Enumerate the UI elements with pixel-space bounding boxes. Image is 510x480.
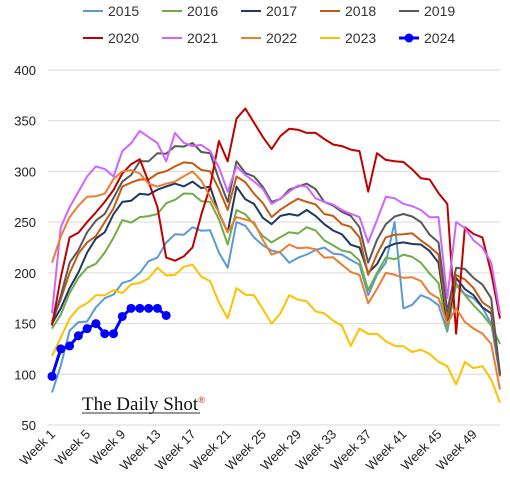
legend: 2015 2016 2017 2018 2019 2020 2021 2022 2023 2024 [83, 3, 455, 46]
series-point-2024-4 [82, 324, 92, 334]
y-tick-label-400: 400 [14, 63, 36, 78]
series-line-2015 [51, 221, 501, 393]
series-line-2018 [51, 161, 501, 377]
series-point-2024-6 [100, 329, 110, 339]
y-tick-label-300: 300 [14, 164, 36, 179]
series-point-2024-1 [56, 344, 66, 354]
y-tick-label-350: 350 [14, 114, 36, 129]
series-line-2021 [51, 129, 501, 314]
y-tick-label-100: 100 [14, 367, 36, 382]
series-point-2024-12 [152, 303, 162, 313]
series-line-2017 [51, 180, 501, 375]
series-line-2016 [51, 192, 501, 345]
series-line-2023 [51, 263, 501, 404]
legend-label-2015: 2015 [108, 3, 139, 19]
grid-lines [48, 69, 500, 426]
series-point-2024-11 [144, 303, 154, 313]
legend-label-2022: 2022 [266, 30, 297, 46]
series-point-2024-13 [161, 310, 171, 320]
series-point-2024-9 [126, 303, 136, 313]
legend-label-2019: 2019 [424, 3, 455, 19]
legend-label-2021: 2021 [187, 30, 218, 46]
legend-label-2016: 2016 [187, 3, 218, 19]
legend-marker-2024 [404, 33, 414, 43]
y-tick-label-50: 50 [22, 418, 36, 433]
x-tick-label-5: Week 5 [52, 427, 94, 469]
legend-label-2023: 2023 [345, 30, 376, 46]
y-tick-label-150: 150 [14, 317, 36, 332]
legend-label-2018: 2018 [345, 3, 376, 19]
series-line-2020 [51, 107, 501, 335]
series-point-2024-7 [108, 329, 118, 339]
series-point-2024-10 [135, 303, 145, 313]
legend-label-2017: 2017 [266, 3, 297, 19]
y-tick-label-200: 200 [14, 266, 36, 281]
brand-logo: The Daily Shot® [82, 394, 205, 415]
legend-label-2024: 2024 [424, 30, 455, 46]
series-point-2024-2 [65, 341, 75, 351]
brand-text: The Daily Shot® [82, 394, 205, 415]
series-point-2024-0 [47, 371, 57, 381]
series-line-2022 [51, 169, 501, 390]
y-axis: 50 100 150 200 250 300 350 400 [14, 63, 36, 433]
series-lines [47, 107, 501, 404]
series-point-2024-5 [91, 319, 101, 329]
legend-label-2020: 2020 [108, 30, 139, 46]
y-tick-label-250: 250 [14, 215, 36, 230]
series-point-2024-3 [73, 331, 83, 341]
series-point-2024-8 [117, 311, 127, 321]
